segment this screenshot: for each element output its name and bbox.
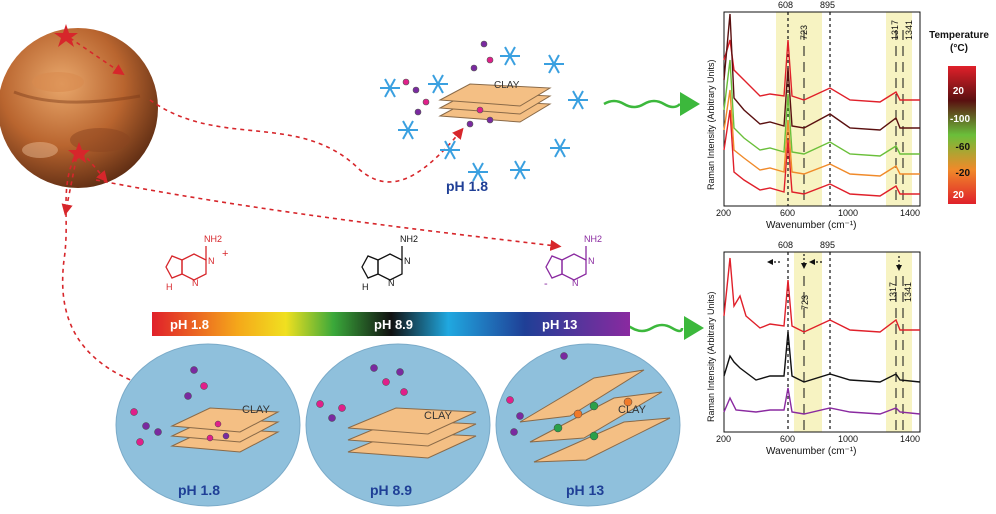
ph-label-top: pH 1.8: [446, 178, 489, 194]
clay-label: CLAY: [494, 80, 520, 91]
x-tick-1400: 1400: [900, 208, 921, 218]
x-axis-label: Wavenumber (cm⁻¹): [766, 220, 857, 231]
molecule-n-bottom: N: [572, 278, 579, 288]
molecule-acid: NH2 + N N H: [160, 232, 240, 308]
clay-layers: [438, 83, 552, 123]
molecule-plus-charge: +: [222, 248, 229, 260]
molecule-n-top: N: [208, 256, 215, 266]
circle-ph-label: pH 13: [566, 482, 605, 498]
molecule-minus-charge: -: [544, 278, 548, 290]
peak-1317-label: 1317: [888, 281, 898, 302]
y-axis-label: Raman Intensity (Arbitrary Units): [706, 291, 716, 422]
peak-895-label: 895: [820, 240, 836, 250]
peak-1341-label: 1341: [903, 281, 913, 302]
ph-gradient-bar: pH 1.8 pH 8.9 pH 13: [152, 312, 630, 336]
peak-723-label: 723: [799, 24, 809, 40]
ph-bar-label-neutral: pH 8.9: [374, 317, 414, 332]
molecule-neutral: NH2 N N H: [356, 232, 436, 308]
spectrum-bottom-panel: 608 895 723 1317 1341 200 600 1000 1400 …: [700, 236, 930, 462]
peak-608-label: 608: [778, 240, 794, 250]
peak-1341-label: 1341: [904, 19, 914, 40]
circle-ph-label: pH 1.8: [178, 482, 221, 498]
x-tick-1000: 1000: [838, 208, 859, 218]
molecule-amine-label: NH2: [400, 234, 419, 244]
snowflake-icons: [380, 46, 588, 182]
y-axis-label: Raman Intensity (Arbitrary Units): [706, 59, 716, 190]
legend-value: -20: [955, 168, 970, 179]
legend-unit: (°C): [950, 43, 968, 54]
spectrum-top-panel: 608 895 723 1317 1341 200 600 1000 1400 …: [700, 0, 930, 236]
x-tick-200: 200: [716, 434, 732, 444]
molecule-base: NH2 - N N: [540, 232, 620, 308]
top-clay-scene: CLAY pH 1.8: [360, 20, 600, 200]
legend-value: -100: [949, 114, 970, 125]
star-icon: [68, 142, 90, 163]
circle-clay-label: CLAY: [618, 404, 646, 416]
molecule-amine-label: NH2: [204, 234, 223, 244]
circle-ph-neutral: CLAY pH 8.9: [304, 342, 492, 508]
molecule-n-top: N: [588, 256, 595, 266]
molecule-amine-label: NH2: [584, 234, 603, 244]
molecule-h: H: [362, 282, 369, 292]
peak-895-label: 895: [820, 0, 836, 10]
circle-clay-label: CLAY: [424, 410, 452, 422]
molecule-n-top: N: [404, 256, 411, 266]
adenine-molecules: [402, 40, 494, 128]
circle-ph-base: CLAY pH 13: [494, 342, 682, 508]
ph-bar-label-acid: pH 1.8: [170, 317, 210, 332]
circle-ph-label: pH 8.9: [370, 482, 413, 498]
x-tick-1000: 1000: [838, 434, 859, 444]
molecule-n-bottom: N: [388, 278, 395, 288]
molecule-h: H: [166, 282, 173, 292]
peak-1317-label: 1317: [890, 19, 900, 40]
peak-608-label: 608: [778, 0, 794, 10]
legend-color-bar: [948, 66, 976, 204]
legend-value: 20: [952, 190, 964, 201]
legend-value: -60: [955, 142, 970, 153]
molecule-n-bottom: N: [192, 278, 199, 288]
star-icon: [54, 24, 78, 47]
x-axis-label: Wavenumber (cm⁻¹): [766, 446, 857, 457]
temperature-legend: Temperature (°C) 20 -100 -60 -20 20: [924, 30, 994, 210]
peak-723-label: 723: [800, 294, 810, 310]
x-tick-200: 200: [716, 208, 732, 218]
legend-title: Temperature: [929, 30, 989, 41]
ph-bar-label-base: pH 13: [542, 317, 578, 332]
x-tick-600: 600: [780, 208, 796, 218]
x-tick-1400: 1400: [900, 434, 921, 444]
circle-ph-acid: CLAY pH 1.8: [114, 342, 302, 508]
circle-clay-label: CLAY: [242, 404, 270, 416]
legend-value: 20: [952, 86, 964, 97]
x-tick-600: 600: [780, 434, 796, 444]
